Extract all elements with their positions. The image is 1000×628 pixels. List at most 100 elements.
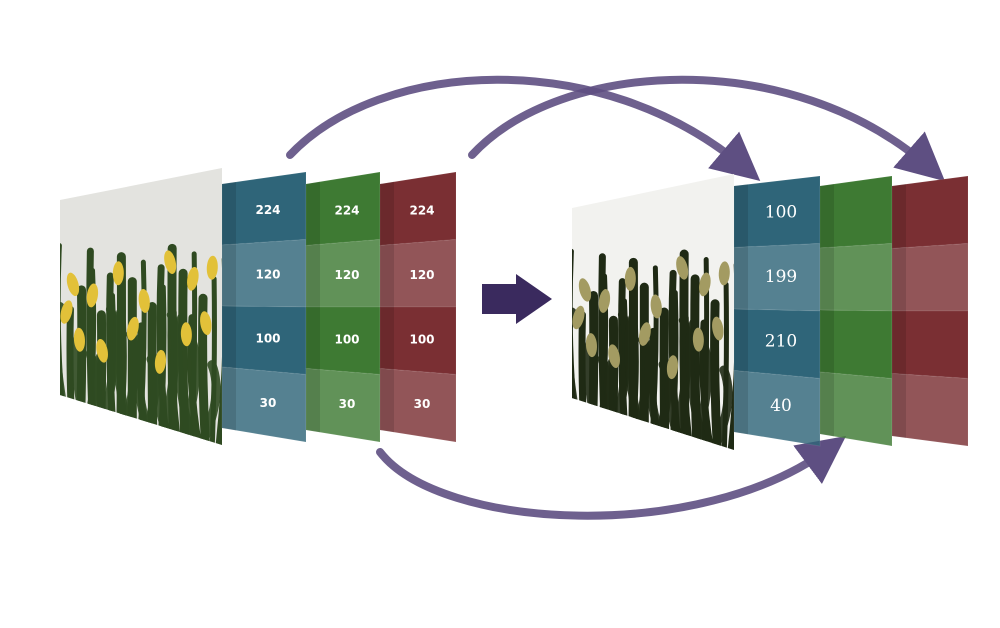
- tulip-head: [624, 266, 636, 291]
- cell-shade: [380, 368, 394, 433]
- tulip-head: [138, 289, 150, 313]
- original-red-channel-panel: 224 120 100 30: [379, 171, 457, 443]
- cell-shade: [820, 247, 834, 311]
- curved-arrows: [286, 75, 946, 520]
- channel-value: 40: [770, 396, 792, 416]
- tulip-head: [699, 272, 711, 297]
- channel-value: 100: [334, 332, 359, 346]
- original-green-channel-panel: 224 120 100 30: [305, 171, 381, 443]
- tulip-head: [126, 316, 139, 341]
- channel-value: 120: [255, 267, 280, 281]
- cell-shade: [892, 247, 906, 311]
- curved-arrow-icon: [286, 75, 761, 181]
- original-image-stack: 224 120 100 30 224 120 100 30 224 120 100 30: [60, 168, 457, 445]
- channel-value: 210: [765, 331, 797, 351]
- tulip-head: [200, 311, 212, 336]
- tulip-head: [712, 316, 724, 341]
- leaf: [709, 365, 733, 450]
- stem: [66, 305, 77, 445]
- curved-arrow-icon: [468, 75, 946, 182]
- cell-shade: [380, 181, 394, 246]
- channel-cell: [305, 367, 381, 443]
- channel-value: 100: [765, 202, 797, 222]
- channel-cell: [819, 371, 893, 447]
- tulip-head: [187, 266, 199, 291]
- cell-shade: [892, 184, 906, 249]
- tulip-head: [572, 305, 585, 330]
- channel-value: 224: [409, 203, 434, 217]
- stem: [598, 253, 609, 450]
- cell-shade: [820, 184, 834, 248]
- stem: [578, 311, 589, 450]
- tulip-head: [164, 250, 177, 274]
- curved-arrow-icon: [376, 436, 847, 520]
- tulip-head: [585, 333, 597, 358]
- tulip-head: [608, 344, 620, 368]
- tulip-head: [718, 261, 730, 286]
- cell-shade: [734, 246, 748, 310]
- channel-cell: [733, 369, 821, 447]
- cell-shade: [222, 367, 236, 431]
- tulip-head: [60, 300, 73, 324]
- channel-value: 224: [255, 203, 280, 217]
- cell-shade: [222, 244, 236, 307]
- tulip-head: [96, 338, 108, 363]
- channel-cell: [891, 372, 969, 447]
- tulip-head: [666, 355, 679, 380]
- tulip-head: [86, 283, 99, 308]
- channel-value: 30: [260, 396, 277, 410]
- tulip-head: [676, 256, 689, 280]
- channel-cell: [379, 367, 457, 443]
- shuffled-photo: [572, 174, 734, 450]
- cell-shade: [222, 306, 236, 369]
- tulip-head: [180, 322, 192, 347]
- original-photo: [60, 168, 222, 445]
- tulip-head: [638, 322, 651, 346]
- shuffled-green-channel-panel: [819, 175, 893, 447]
- tulip-head: [692, 327, 704, 352]
- channel-value: 30: [414, 397, 431, 411]
- stem: [86, 247, 97, 445]
- tulip-head: [650, 294, 662, 319]
- tulip-head: [112, 261, 124, 286]
- channel-value: 30: [339, 397, 356, 411]
- original-blue-channel-panel: 224 120 100 30: [221, 171, 307, 443]
- cell-shade: [820, 372, 834, 437]
- stem: [215, 255, 222, 445]
- channel-value: 100: [255, 332, 280, 346]
- cell-shade: [380, 244, 394, 307]
- shuffled-red-channel-panel: [891, 175, 969, 447]
- channel-value: 100: [409, 332, 434, 346]
- cell-shade: [306, 307, 320, 370]
- cell-shade: [306, 368, 320, 433]
- cell-shade: [306, 181, 320, 246]
- cell-shade: [892, 311, 906, 375]
- channel-value: 120: [334, 268, 359, 282]
- tulip-head: [578, 278, 592, 302]
- shuffled-image-stack: 100 199 210 40: [572, 174, 969, 450]
- channel-cell: [221, 366, 307, 443]
- tulip-head: [154, 349, 167, 374]
- channel-value: 120: [409, 268, 434, 282]
- cell-shade: [306, 244, 320, 307]
- tulip-head: [66, 272, 80, 297]
- cell-shade: [734, 370, 748, 435]
- cell-shade: [734, 184, 748, 248]
- channel-value: 199: [765, 267, 797, 287]
- channel-value: 224: [334, 203, 359, 217]
- leaf: [172, 313, 197, 445]
- cell-shade: [820, 310, 834, 374]
- cell-shade: [380, 307, 394, 370]
- leaf: [197, 360, 221, 445]
- cell-shade: [892, 373, 906, 438]
- right-arrow-icon: [482, 274, 552, 324]
- tulip-head: [598, 289, 611, 313]
- tulip-head: [73, 327, 85, 352]
- shuffled-blue-channel-panel: 100 199 210 40: [733, 175, 821, 447]
- stem: [727, 261, 734, 450]
- cell-shade: [734, 309, 748, 372]
- leaf: [684, 318, 709, 450]
- tulip-head: [206, 255, 218, 280]
- cell-shade: [222, 182, 236, 245]
